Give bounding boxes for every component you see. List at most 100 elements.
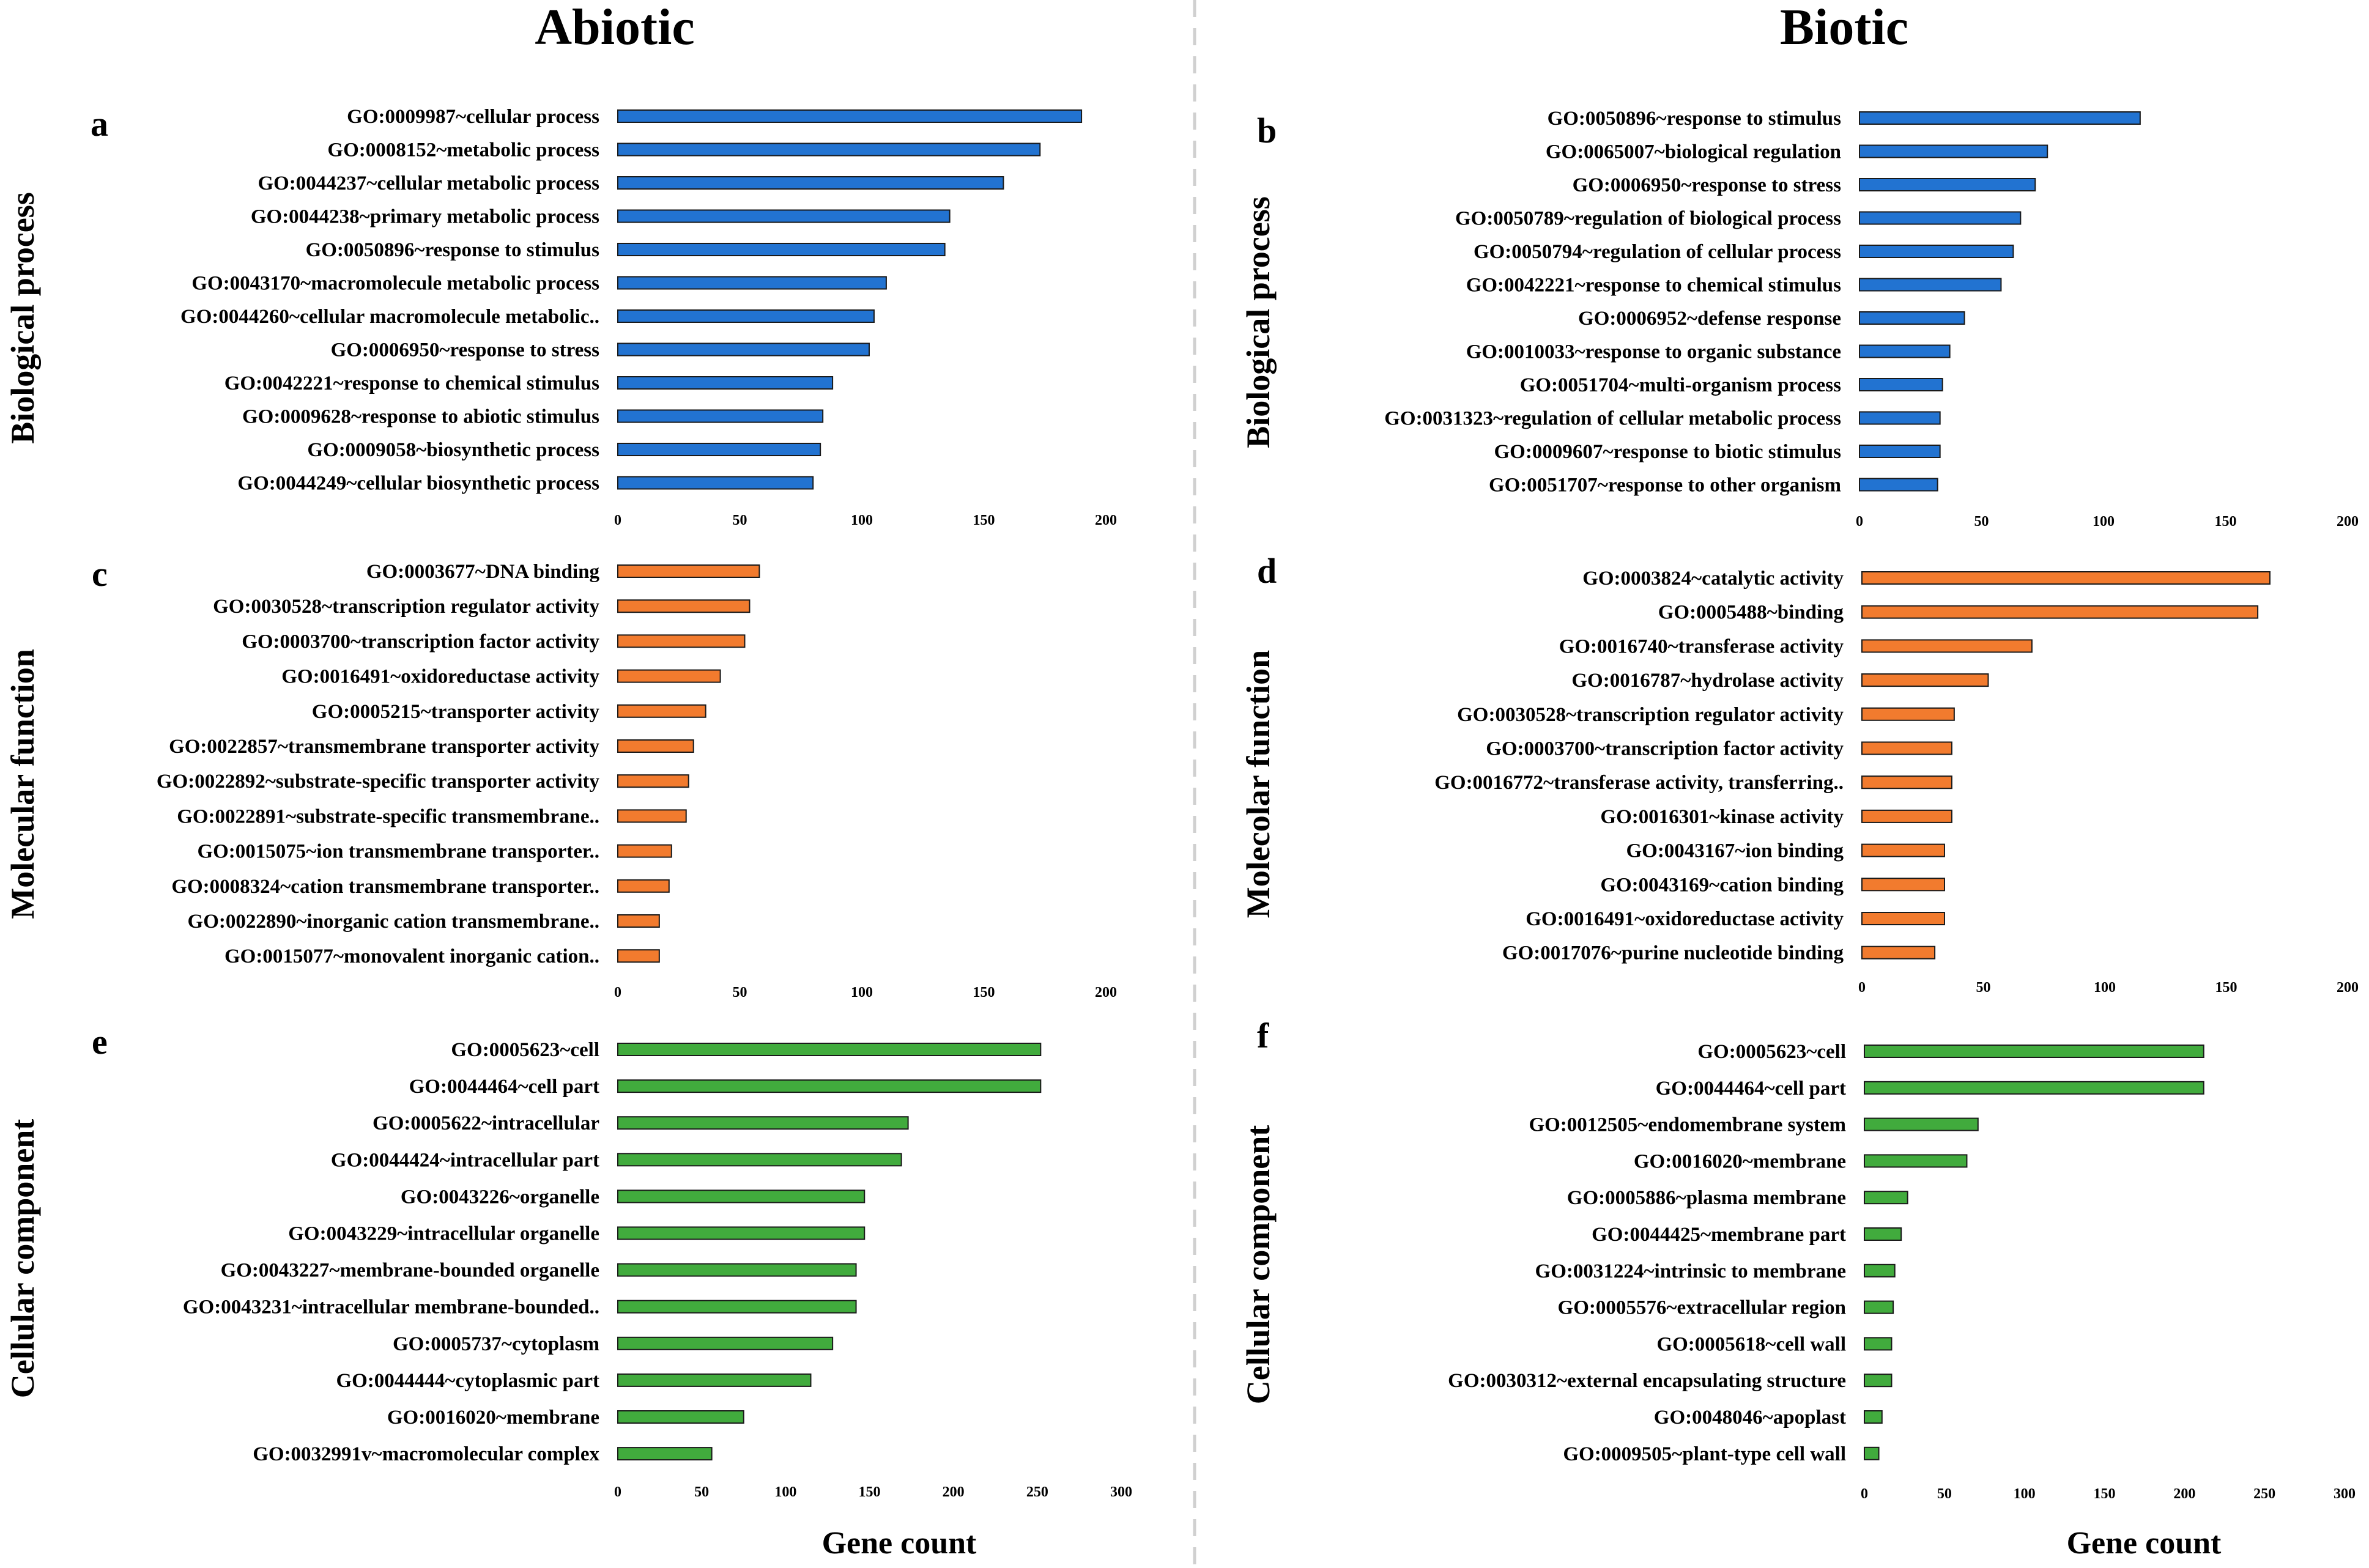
x-tick-label: 200 <box>1095 985 1117 1000</box>
bar <box>1861 571 2271 585</box>
category-label: GO:0016491~oxidoreductase activity <box>1526 908 1844 930</box>
y-axis-label: Biological process <box>1240 196 1277 448</box>
bar <box>1864 1374 1893 1388</box>
category-label: GO:0005576~extracellular region <box>1558 1297 1846 1319</box>
bar <box>1861 639 2033 653</box>
bar <box>617 599 751 613</box>
bar <box>1864 1117 1979 1131</box>
category-label: GO:0043167~ion binding <box>1626 840 1844 862</box>
x-tick-label: 100 <box>2093 514 2115 530</box>
x-tick-label: 150 <box>973 985 995 1000</box>
bar <box>617 1447 713 1461</box>
x-tick-label: 0 <box>1856 514 1863 530</box>
bar <box>617 1373 812 1387</box>
x-tick-label: 100 <box>2014 1486 2036 1502</box>
panel-b: b Biological process 0 50 100 150 200 GO:005089… <box>1240 108 2359 530</box>
bar <box>617 1336 834 1350</box>
x-tick-label: 250 <box>2253 1486 2275 1502</box>
category-label: GO:0044249~cellular biosynthetic process <box>237 473 599 495</box>
bar <box>617 443 821 456</box>
bar <box>617 1410 744 1424</box>
x-tick-label: 300 <box>2334 1486 2356 1502</box>
category-label: GO:0015077~monovalent inorganic cation.. <box>224 945 599 967</box>
x-tick-label: 300 <box>1110 1484 1132 1500</box>
bar <box>617 209 951 223</box>
category-label: GO:0008152~metabolic process <box>327 139 599 161</box>
panel-a: a Biological process 0 50 100 150 200 GO:000998… <box>4 104 1117 528</box>
category-label: GO:0005737~cytoplasm <box>393 1333 599 1355</box>
bar <box>617 1116 909 1130</box>
bar <box>617 1079 1042 1093</box>
category-label: GO:0003700~transcription factor activity <box>242 631 599 653</box>
bar <box>1864 1410 1883 1424</box>
category-label: GO:0032991v~macromolecular complex <box>253 1443 599 1465</box>
category-label: GO:0016740~transferase activity <box>1559 635 1844 657</box>
bar <box>1864 1263 1896 1278</box>
x-tick-label: 250 <box>1026 1484 1048 1500</box>
category-label: GO:0016772~transferase activity, transfe… <box>1434 772 1844 794</box>
bar <box>1861 673 1989 687</box>
x-tick-label: 100 <box>851 985 873 1000</box>
bar <box>1861 809 1952 823</box>
bar <box>617 1189 866 1204</box>
x-tick-label: 50 <box>733 512 747 528</box>
x-tick-label: 50 <box>1976 980 1991 996</box>
category-label: GO:0005215~transporter activity <box>312 701 600 723</box>
category-label: GO:0006952~defense response <box>1578 308 1841 330</box>
panel-letter: f <box>1257 1016 1269 1056</box>
category-label: GO:0050794~regulation of cellular proces… <box>1474 241 1841 263</box>
x-tick-label: 100 <box>851 512 873 528</box>
bar <box>1864 1154 1968 1168</box>
category-label: GO:0030528~transcription regulator activ… <box>213 596 599 618</box>
x-tick-label: 150 <box>2215 980 2237 996</box>
panel-f: f Cellular component 0 50 100 150 200 250 300 GO:… <box>1240 1016 2356 1502</box>
bar <box>617 809 687 823</box>
bar <box>617 409 824 423</box>
category-label: GO:0006950~response to stress <box>331 339 600 361</box>
x-tick-label: 200 <box>2173 1486 2195 1502</box>
panel-e: e Cellular component 0 50 100 150 200 250 300 GO:… <box>4 1022 1132 1500</box>
bar <box>617 704 706 718</box>
category-label: GO:0050896~response to stimulus <box>306 239 600 261</box>
x-tick-label: 100 <box>774 1484 796 1500</box>
bar <box>1864 1081 2204 1095</box>
bar <box>617 1043 1042 1056</box>
category-label: GO:0022857~transmembrane transporter act… <box>169 736 599 758</box>
title-abiotic: Abiotic <box>535 0 694 56</box>
category-label: GO:0008324~cation transmembrane transpor… <box>171 876 599 898</box>
bar <box>1861 843 1945 857</box>
x-tick-label: 50 <box>694 1484 709 1500</box>
category-label: GO:0003677~DNA binding <box>366 561 600 583</box>
bar <box>617 342 870 357</box>
category-label: GO:0044425~membrane part <box>1592 1224 1846 1246</box>
bar <box>1864 1446 1880 1460</box>
category-label: GO:0044260~cellular macromolecule metabo… <box>180 306 599 328</box>
y-axis-label: Cellular component <box>1240 1125 1277 1405</box>
bar <box>617 243 946 256</box>
panel-c: c Molecular function 0 50 100 150 200 GO:000367… <box>4 554 1117 1000</box>
category-label: GO:0031323~regulation of cellular metabo… <box>1384 408 1841 430</box>
bar <box>1859 445 1941 458</box>
x-tick-label: 50 <box>733 985 747 1000</box>
category-label: GO:0022890~inorganic cation transmembran… <box>188 911 599 933</box>
x-tick-label: 0 <box>614 985 621 1000</box>
category-label: GO:0044237~cellular metabolic process <box>258 172 599 194</box>
x-tick-label: 0 <box>1858 980 1866 996</box>
category-label: GO:0016301~kinase activity <box>1600 806 1844 828</box>
category-label: GO:0050789~regulation of biological proc… <box>1455 208 1841 230</box>
bar <box>1859 311 1965 325</box>
category-label: GO:0048046~apoplast <box>1654 1407 1846 1429</box>
category-label: GO:0042221~response to chemical stimulus <box>224 372 599 394</box>
y-axis-label: Molecular function <box>4 649 41 919</box>
bar <box>1861 605 2259 619</box>
category-label: GO:0022892~substrate-specific transporte… <box>157 771 600 793</box>
panel-letter: b <box>1257 111 1277 150</box>
category-label: GO:0006950~response to stress <box>1573 174 1842 196</box>
category-label: GO:0030312~external encapsulating struct… <box>1448 1370 1846 1392</box>
bar <box>1859 144 2048 158</box>
bar <box>617 879 670 893</box>
bar <box>1864 1045 2204 1058</box>
bar <box>617 949 660 963</box>
